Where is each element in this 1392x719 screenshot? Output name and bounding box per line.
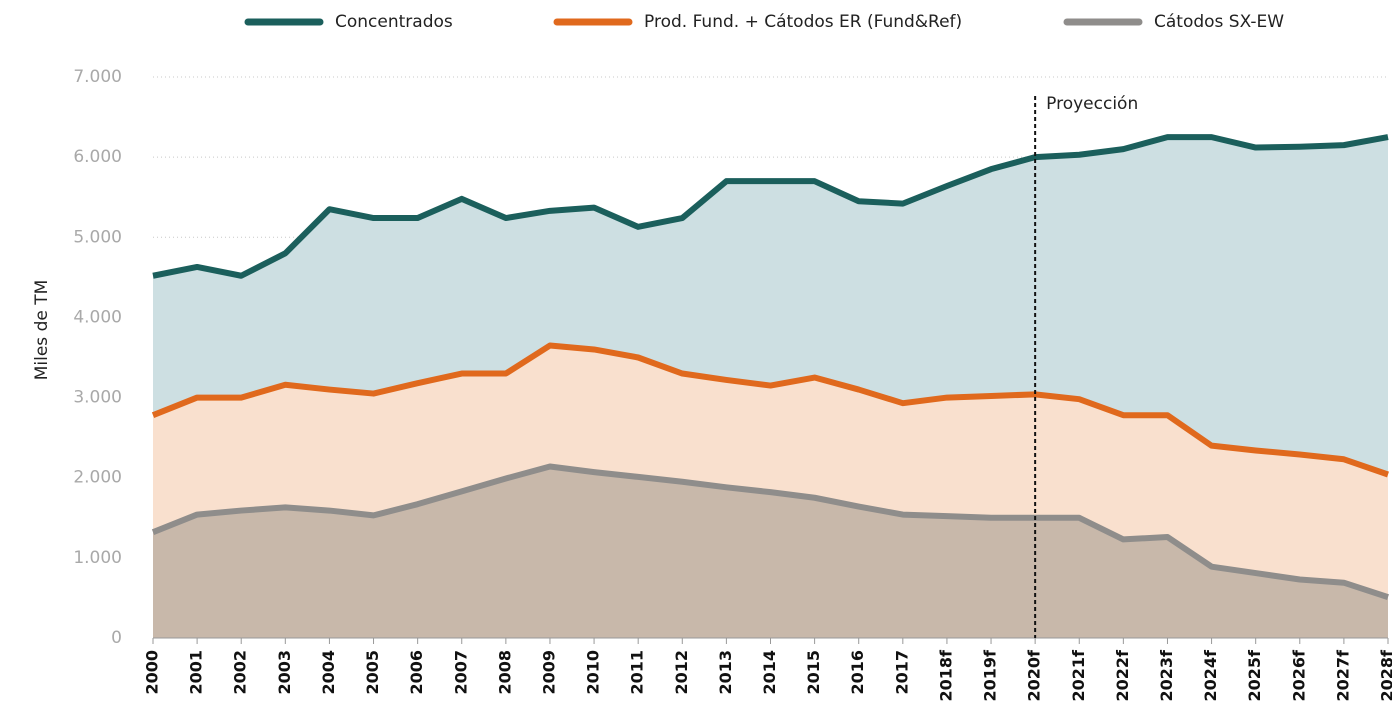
x-tick-label: 2008 xyxy=(495,650,514,695)
x-tick-label: 2015 xyxy=(804,650,823,695)
legend-label: Cátodos SX-EW xyxy=(1154,12,1284,32)
x-tick-label: 2011 xyxy=(628,650,647,695)
y-tick-label: 3.000 xyxy=(73,388,122,408)
x-tick-label: 2019f xyxy=(981,649,1000,702)
x-tick-label: 2027f xyxy=(1333,649,1352,702)
x-tick-label: 2004 xyxy=(319,650,338,695)
line xyxy=(151,342,1389,478)
x-tick-label: 2016 xyxy=(848,650,867,695)
x-tick-label: 2026f xyxy=(1289,649,1308,702)
x-tick-label: 2012 xyxy=(672,650,691,695)
x-tick-label: 2006 xyxy=(407,650,426,695)
x-tick-label: 2000 xyxy=(143,650,162,695)
x-tick-label: 2009 xyxy=(539,650,558,695)
x-tick-label: 2003 xyxy=(275,650,294,695)
x-tick-label: 2017 xyxy=(892,650,911,695)
line xyxy=(152,134,1389,279)
x-tick-label: 2020f xyxy=(1025,649,1044,702)
x-tick-label: 2025f xyxy=(1245,649,1264,702)
y-tick-label: 5.000 xyxy=(73,227,122,247)
annotation: Proyección xyxy=(1046,94,1138,114)
legend-label: Prod. Fund. + Cátodos ER (Fund&Ref) xyxy=(644,12,962,32)
x-tick-label: 2002 xyxy=(231,650,250,695)
x-tick-label: 2001 xyxy=(187,650,206,695)
x-tick-label: 2010 xyxy=(584,650,603,695)
y-tick-label: 7.000 xyxy=(73,67,122,87)
x-tick-label: 2014 xyxy=(760,650,779,695)
y-axis-label: Miles de TM xyxy=(32,280,52,381)
x-tick-label: 2013 xyxy=(716,650,735,695)
x-tick-label: 2021f xyxy=(1069,649,1088,702)
line xyxy=(151,463,1389,600)
x-tick-label: 2022f xyxy=(1113,649,1132,702)
x-tick-label: 2023f xyxy=(1157,649,1176,702)
x-tick-label: 2007 xyxy=(451,650,470,695)
x-tick-label: 2018f xyxy=(936,649,955,702)
area xyxy=(153,466,1388,638)
y-tick-label: 6.000 xyxy=(73,147,122,167)
y-tick-label: 2.000 xyxy=(73,468,122,488)
y-tick-label: 1.000 xyxy=(73,548,122,568)
x-tick-label: 2005 xyxy=(363,650,382,695)
legend-label: Concentrados xyxy=(335,12,453,32)
y-tick-label: 0 xyxy=(111,628,122,648)
y-tick-label: 4.000 xyxy=(73,307,122,327)
x-tick-label: 2028f xyxy=(1378,649,1392,702)
x-tick-label: 2024f xyxy=(1201,649,1220,702)
